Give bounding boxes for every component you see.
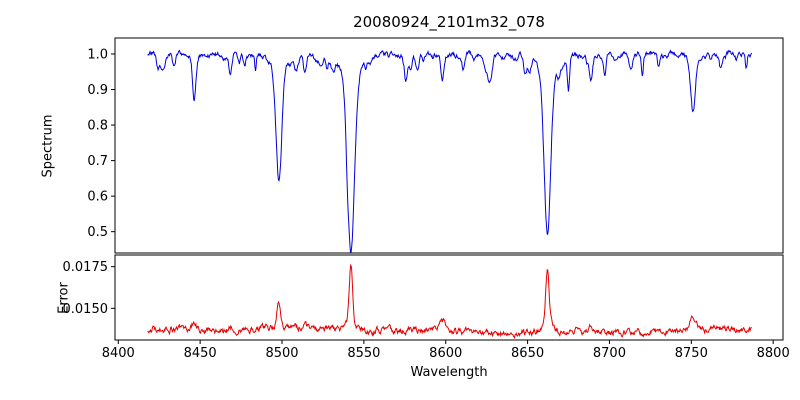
error-panel-frame bbox=[114, 254, 784, 341]
svg-text:8450: 8450 bbox=[184, 346, 217, 361]
svg-text:0.8: 0.8 bbox=[87, 119, 108, 134]
spectrum-panel-frame bbox=[114, 37, 784, 254]
svg-text:8400: 8400 bbox=[102, 346, 135, 361]
svg-text:1.0: 1.0 bbox=[87, 47, 108, 62]
y-axis-ticks-error: 0.0150 0.0175 bbox=[63, 260, 115, 317]
svg-text:0.7: 0.7 bbox=[87, 154, 108, 169]
svg-text:8650: 8650 bbox=[511, 346, 544, 361]
y-axis-ticks-spectrum: 0.5 0.6 0.7 0.8 0.9 1.0 bbox=[87, 47, 115, 240]
svg-text:8600: 8600 bbox=[429, 346, 462, 361]
error-line bbox=[147, 263, 752, 339]
svg-text:8500: 8500 bbox=[265, 346, 298, 361]
spectrum-line bbox=[147, 49, 753, 253]
x-axis-label: Wavelength bbox=[410, 365, 488, 380]
x-axis-ticks: 8400 8450 8500 8550 8600 8650 8700 8750 8800 bbox=[102, 340, 790, 361]
svg-text:8550: 8550 bbox=[347, 346, 380, 361]
svg-text:0.9: 0.9 bbox=[87, 83, 108, 98]
chart-title: 20080924_2101m32_078 bbox=[353, 13, 545, 31]
svg-text:8700: 8700 bbox=[593, 346, 626, 361]
svg-text:8750: 8750 bbox=[675, 346, 708, 361]
svg-text:0.0150: 0.0150 bbox=[63, 302, 109, 317]
svg-text:8800: 8800 bbox=[757, 346, 790, 361]
svg-text:0.0175: 0.0175 bbox=[63, 260, 109, 275]
svg-text:0.5: 0.5 bbox=[87, 225, 108, 240]
svg-text:0.6: 0.6 bbox=[87, 190, 108, 205]
